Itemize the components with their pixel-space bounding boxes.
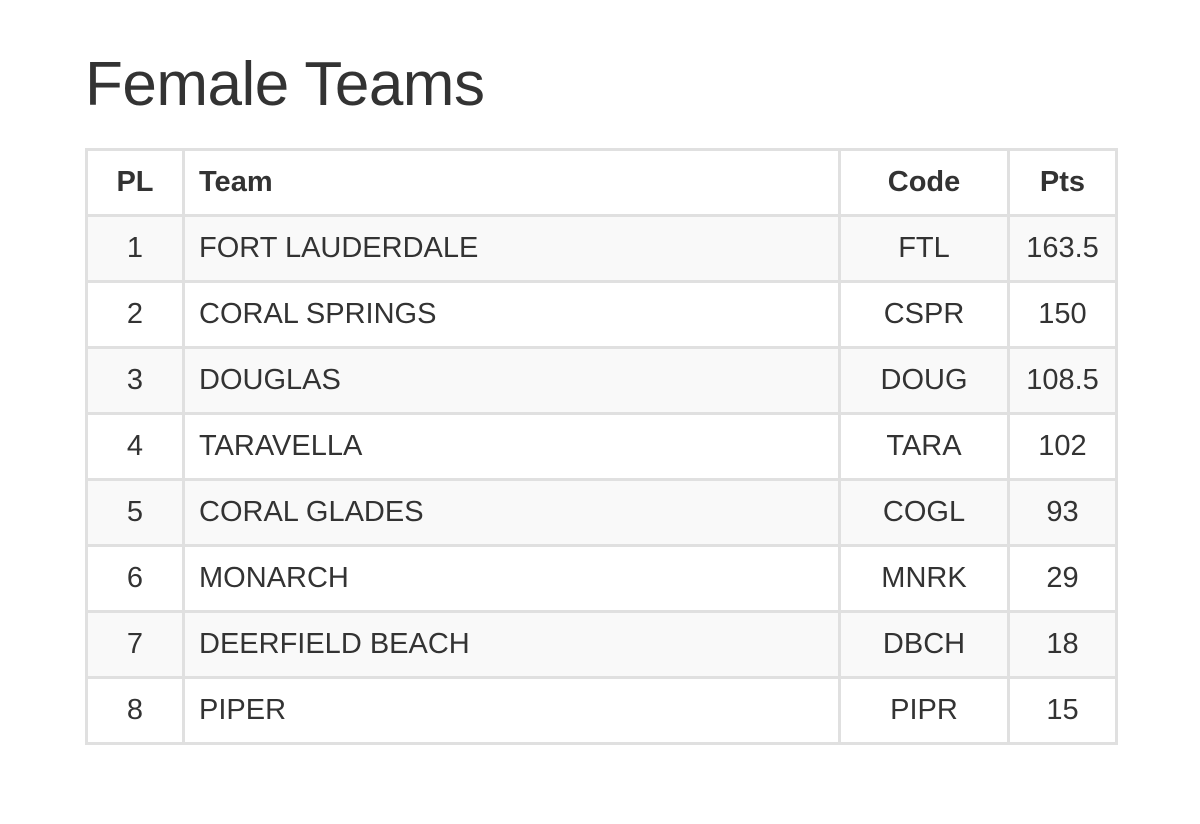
table-cell: 93	[1007, 478, 1118, 547]
table-cell: FORT LAUDERDALE	[182, 214, 841, 283]
table-cell: 5	[85, 478, 185, 547]
table-cell: 102	[1007, 412, 1118, 481]
table-cell: CORAL SPRINGS	[182, 280, 841, 349]
table-cell: DOUGLAS	[182, 346, 841, 415]
table-cell: 8	[85, 676, 185, 745]
column-header: Team	[182, 148, 841, 217]
table-row: 3 DOUGLAS DOUG 108.5	[85, 346, 1118, 415]
table-cell: 6	[85, 544, 185, 613]
table-cell: 7	[85, 610, 185, 679]
table-row: 5 CORAL GLADES COGL 93	[85, 478, 1118, 547]
table-header: PL Team Code Pts	[85, 148, 1118, 217]
table-cell: 4	[85, 412, 185, 481]
table-cell: DBCH	[838, 610, 1010, 679]
table-cell: DEERFIELD BEACH	[182, 610, 841, 679]
table-cell: 18	[1007, 610, 1118, 679]
header-row: PL Team Code Pts	[85, 148, 1118, 217]
table-cell: MNRK	[838, 544, 1010, 613]
teams-table: PL Team Code Pts 1 FORT LAUDERDALE FTL 163.5 2 C…	[85, 148, 1118, 745]
table-row: 8 PIPER PIPR 15	[85, 676, 1118, 745]
table-cell: 163.5	[1007, 214, 1118, 283]
table-cell: 150	[1007, 280, 1118, 349]
table-row: 1 FORT LAUDERDALE FTL 163.5	[85, 214, 1118, 283]
table-cell: 3	[85, 346, 185, 415]
table-cell: PIPR	[838, 676, 1010, 745]
table-body: 1 FORT LAUDERDALE FTL 163.5 2 CORAL SPRINGS CS…	[85, 214, 1118, 745]
table-cell: DOUG	[838, 346, 1010, 415]
table-cell: 108.5	[1007, 346, 1118, 415]
table-cell: FTL	[838, 214, 1010, 283]
table-row: 7 DEERFIELD BEACH DBCH 18	[85, 610, 1118, 679]
table-cell: CORAL GLADES	[182, 478, 841, 547]
table-cell: 2	[85, 280, 185, 349]
table-cell: PIPER	[182, 676, 841, 745]
table-cell: 15	[1007, 676, 1118, 745]
table-row: 6 MONARCH MNRK 29	[85, 544, 1118, 613]
table-cell: 29	[1007, 544, 1118, 613]
table-cell: MONARCH	[182, 544, 841, 613]
table-cell: COGL	[838, 478, 1010, 547]
column-header: PL	[85, 148, 185, 217]
table-cell: 1	[85, 214, 185, 283]
table-row: 4 TARAVELLA TARA 102	[85, 412, 1118, 481]
column-header: Pts	[1007, 148, 1118, 217]
table-cell: TARAVELLA	[182, 412, 841, 481]
table-cell: CSPR	[838, 280, 1010, 349]
column-header: Code	[838, 148, 1010, 217]
table-row: 2 CORAL SPRINGS CSPR 150	[85, 280, 1118, 349]
table-cell: TARA	[838, 412, 1010, 481]
page-title: Female Teams	[85, 50, 485, 119]
